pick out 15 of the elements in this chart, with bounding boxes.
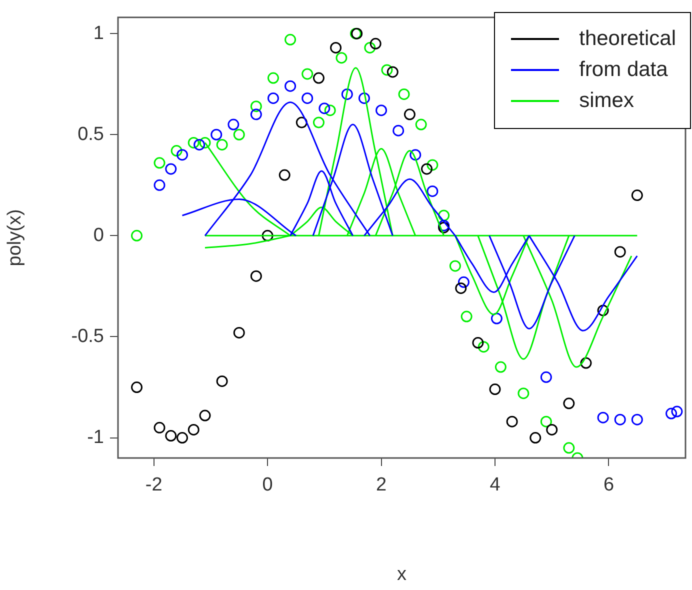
legend-label: from data — [579, 58, 668, 81]
y-tick-label: -1 — [87, 427, 104, 448]
y-tick-label: -0.5 — [71, 326, 104, 347]
x-tick-label: -2 — [145, 474, 162, 496]
legend-label: simex — [579, 89, 634, 112]
y-axis-title: poly(x) — [4, 209, 26, 266]
x-axis-title: x — [397, 564, 407, 585]
y-tick-label: 0.5 — [78, 124, 104, 145]
y-tick-label: 0 — [93, 224, 104, 246]
x-tick-label: 4 — [490, 474, 501, 496]
x-tick-label: 0 — [262, 474, 273, 496]
x-tick-label: 6 — [603, 474, 614, 496]
legend-label: theoretical — [579, 27, 676, 50]
y-tick-label: 1 — [93, 22, 104, 44]
x-tick-label: 2 — [376, 474, 387, 496]
